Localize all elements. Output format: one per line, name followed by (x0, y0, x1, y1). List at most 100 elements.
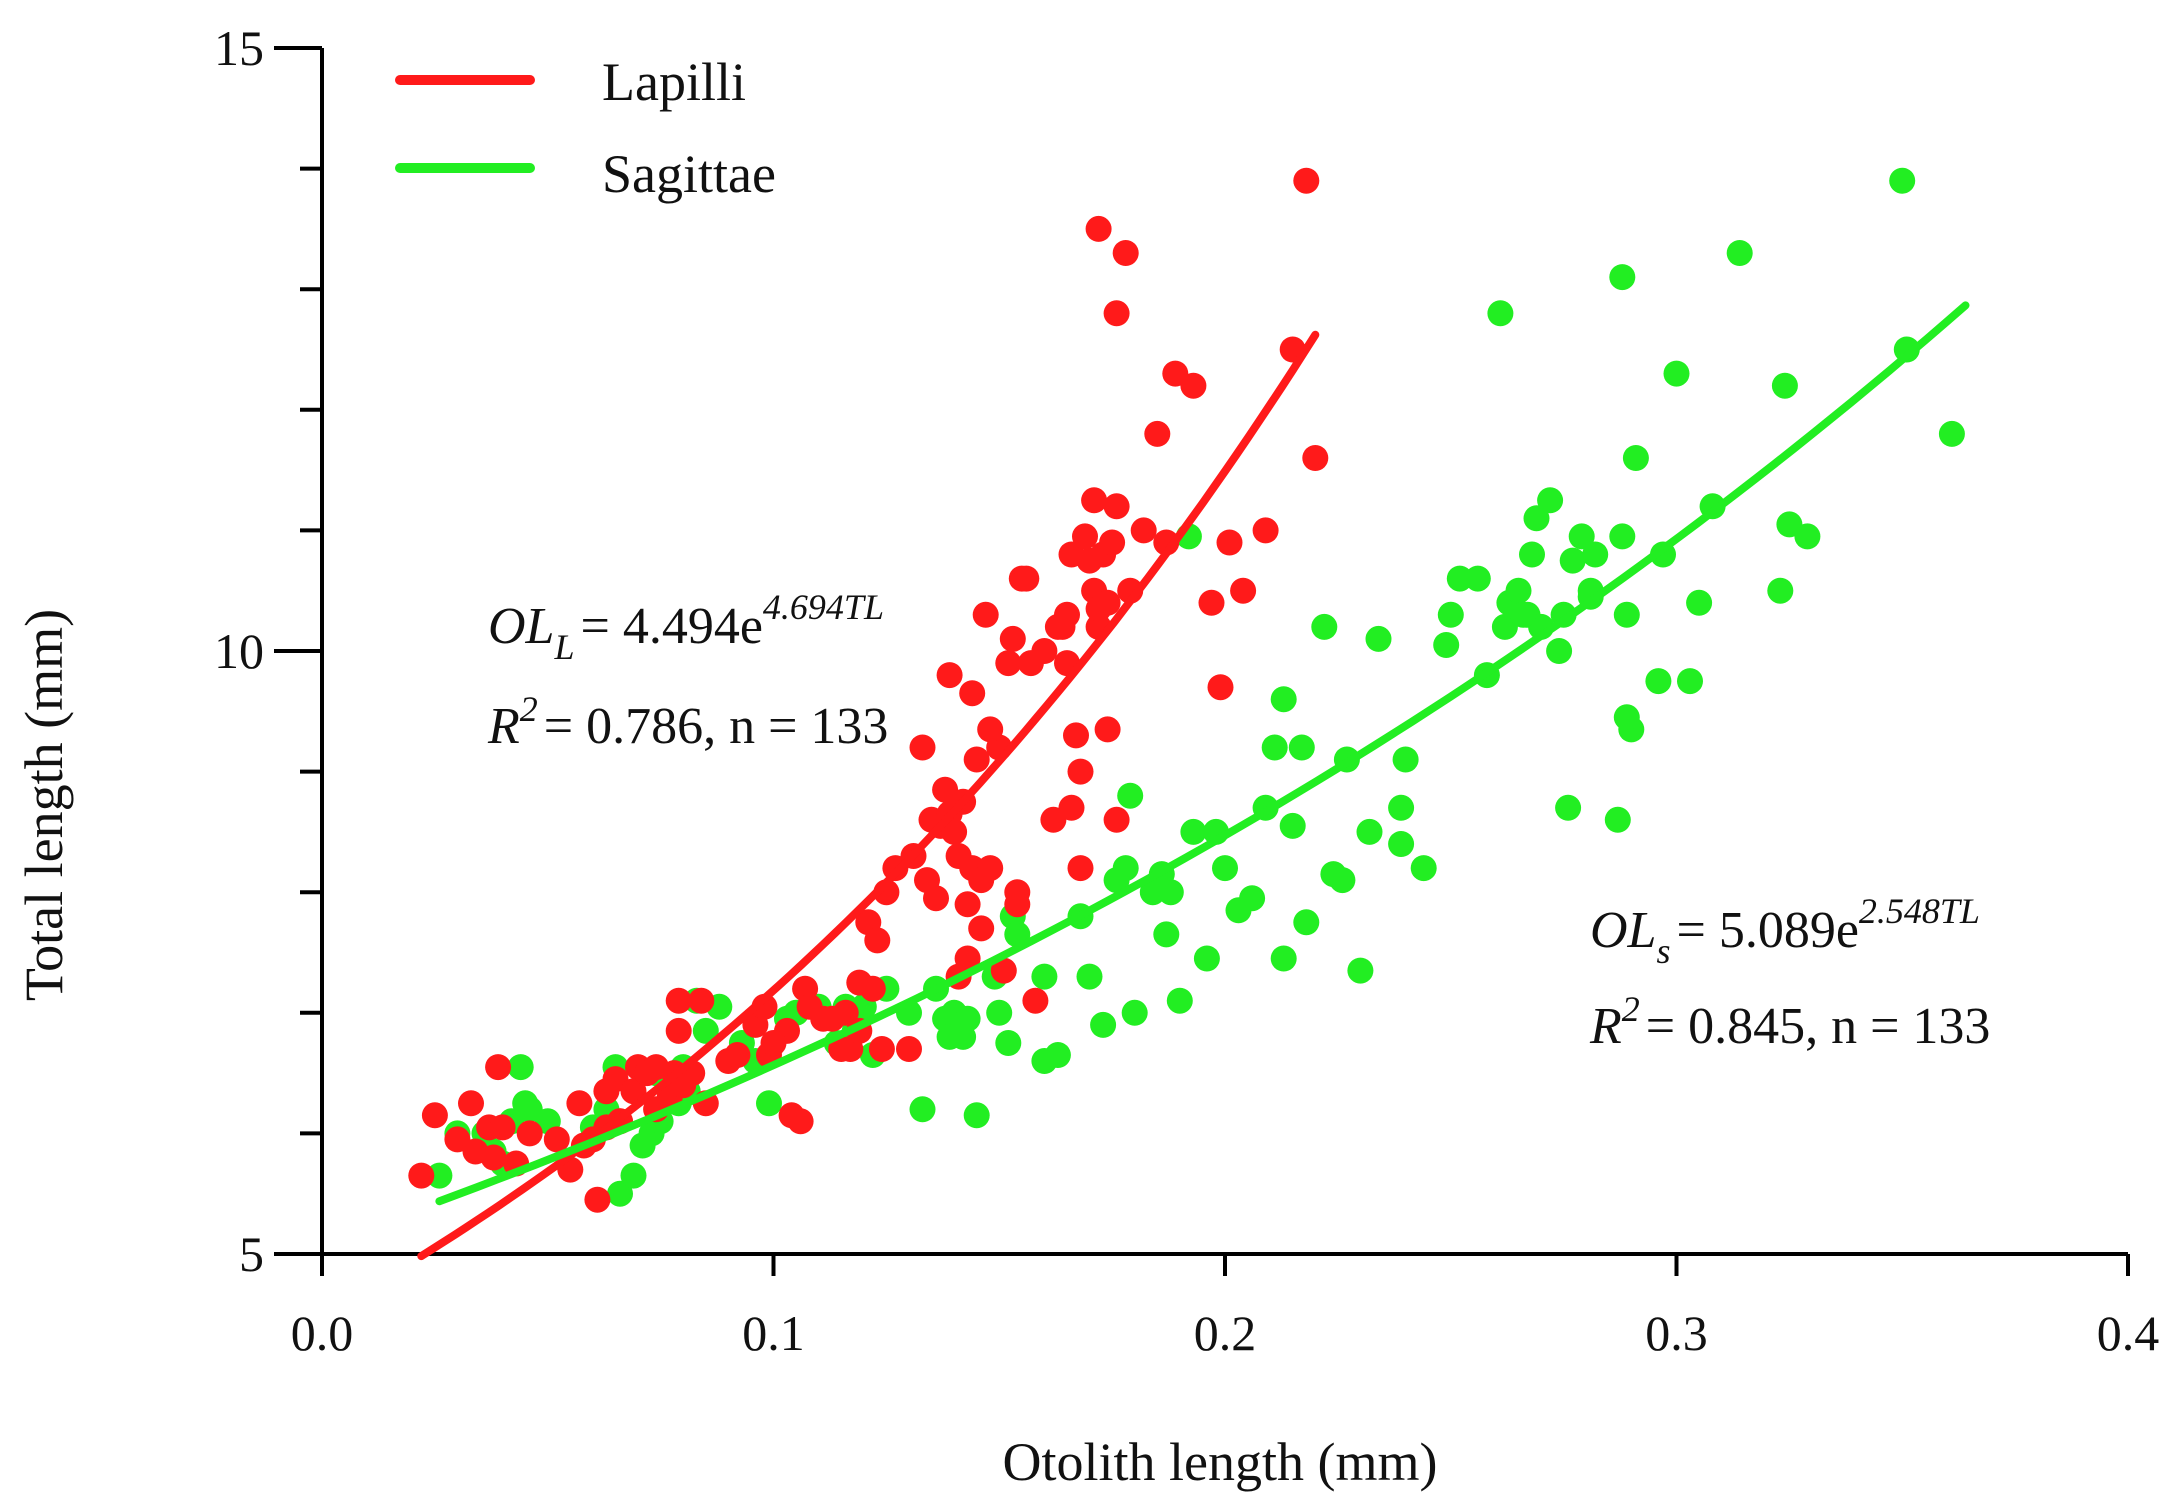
axes: 5 10 15 0.0 0.1 0.2 0.3 0.4 (214, 20, 2159, 1361)
data-point-sagittae (1329, 867, 1356, 894)
data-point-lapilli (1198, 589, 1225, 616)
data-point-lapilli (1094, 716, 1121, 743)
data-point-lapilli (868, 1036, 895, 1062)
data-point-lapilli (1302, 445, 1329, 471)
data-point-lapilli (1054, 601, 1080, 628)
data-point-sagittae (1076, 963, 1103, 990)
equation-lapilli-exp: 4.694TL (763, 587, 884, 627)
equation-sagittae: OLs = 5.089e2.548TL (1590, 891, 1980, 971)
data-point-sagittae (1582, 541, 1609, 568)
data-point-lapilli (995, 650, 1022, 677)
data-point-sagittae (1559, 547, 1586, 574)
data-point-sagittae (1613, 601, 1640, 628)
data-point-lapilli (977, 855, 1004, 882)
data-point-sagittae (756, 1090, 782, 1117)
data-point-sagittae (1180, 818, 1207, 845)
data-point-sagittae (1166, 987, 1193, 1014)
data-point-sagittae (1293, 909, 1320, 936)
data-point-sagittae (1604, 806, 1631, 833)
data-point-lapilli (489, 1114, 516, 1141)
data-point-lapilli (1130, 517, 1157, 544)
x-ticks: 0.0 0.1 0.2 0.3 0.4 (291, 1254, 2159, 1361)
data-point-lapilli (846, 969, 873, 996)
data-point-sagittae (1767, 577, 1794, 604)
data-point-lapilli (909, 734, 936, 761)
x-tick-label: 0.0 (291, 1305, 354, 1361)
series-points-sagittae (426, 167, 1965, 1207)
stats-lapilli-sup: 2 (520, 689, 538, 729)
data-point-sagittae (1519, 541, 1545, 568)
data-point-sagittae (1726, 240, 1753, 266)
data-point-lapilli (990, 957, 1017, 984)
stats-sagittae-sup: 2 (1622, 989, 1640, 1029)
data-point-lapilli (1144, 420, 1171, 447)
data-point-lapilli (760, 1030, 787, 1056)
data-point-sagittae (507, 1054, 534, 1081)
equation-sagittae-lhs: OL (1590, 902, 1656, 959)
data-point-sagittae (963, 1102, 990, 1129)
data-point-sagittae (1893, 336, 1920, 363)
fits-layer (417, 301, 1970, 1261)
data-point-sagittae (1392, 746, 1419, 773)
data-point-sagittae (1686, 589, 1713, 616)
data-point-sagittae (1609, 264, 1636, 291)
data-point-sagittae (986, 999, 1013, 1026)
y-tick-label: 10 (214, 623, 264, 679)
data-point-lapilli (923, 885, 949, 912)
stats-sagittae-text: = 0.845, n = 133 (1646, 998, 1991, 1055)
data-point-sagittae (1794, 523, 1821, 550)
legend: Lapilli Sagittae (395, 52, 776, 204)
data-point-lapilli (1017, 650, 1044, 677)
data-point-sagittae (692, 1017, 719, 1044)
data-point-sagittae (1388, 794, 1415, 821)
data-point-sagittae (1433, 632, 1460, 658)
equation-lapilli-sub: L (553, 627, 574, 667)
data-point-lapilli (1067, 758, 1094, 785)
data-point-lapilli (959, 680, 986, 707)
data-point-sagittae (1663, 360, 1690, 387)
data-point-lapilli (1085, 215, 1112, 242)
data-point-sagittae (1311, 613, 1338, 640)
equation-sagittae-rhs: = 5.089e (1677, 902, 1859, 959)
equation-lapilli-rhs: = 4.494e (581, 598, 763, 655)
data-point-lapilli (864, 927, 891, 954)
annotation-sagittae: OLs = 5.089e2.548TL R2 = 0.845, n = 133 (1589, 891, 1990, 1055)
data-point-lapilli (1293, 167, 1320, 194)
data-point-lapilli (1230, 577, 1257, 604)
data-point-lapilli (1072, 523, 1098, 550)
x-tick-label: 0.2 (1194, 1305, 1257, 1361)
data-point-sagittae (1437, 601, 1464, 628)
data-point-sagittae (1388, 831, 1415, 857)
data-point-lapilli (1040, 806, 1067, 833)
data-point-lapilli (458, 1090, 484, 1117)
data-point-sagittae (1889, 167, 1916, 194)
data-point-sagittae (1510, 601, 1536, 628)
data-point-lapilli (1216, 529, 1243, 556)
stats-lapilli: R2 = 0.786, n = 133 (487, 689, 888, 755)
x-tick-label: 0.1 (742, 1305, 805, 1361)
data-point-lapilli (972, 601, 999, 628)
data-point-sagittae (954, 1005, 981, 1032)
data-point-sagittae (1464, 565, 1491, 592)
data-point-lapilli (688, 987, 715, 1014)
data-point-lapilli (1081, 487, 1108, 514)
data-point-sagittae (1212, 855, 1238, 882)
data-point-sagittae (1938, 420, 1965, 447)
data-point-sagittae (1031, 963, 1058, 990)
data-point-lapilli (543, 1126, 570, 1153)
data-point-sagittae (1523, 505, 1550, 532)
data-point-lapilli (1252, 517, 1279, 544)
fit-curve-lapilli (417, 330, 1320, 1261)
data-point-sagittae (1609, 523, 1636, 550)
data-point-sagittae (1270, 686, 1297, 713)
data-point-lapilli (485, 1054, 512, 1081)
data-point-sagittae (1410, 855, 1437, 882)
data-point-lapilli (566, 1090, 593, 1117)
data-point-sagittae (1347, 957, 1374, 984)
data-point-sagittae (1568, 523, 1595, 550)
stats-sagittae-r: R (1589, 998, 1622, 1055)
data-point-sagittae (1356, 818, 1383, 845)
data-point-lapilli (954, 945, 981, 972)
data-point-lapilli (1103, 806, 1130, 833)
